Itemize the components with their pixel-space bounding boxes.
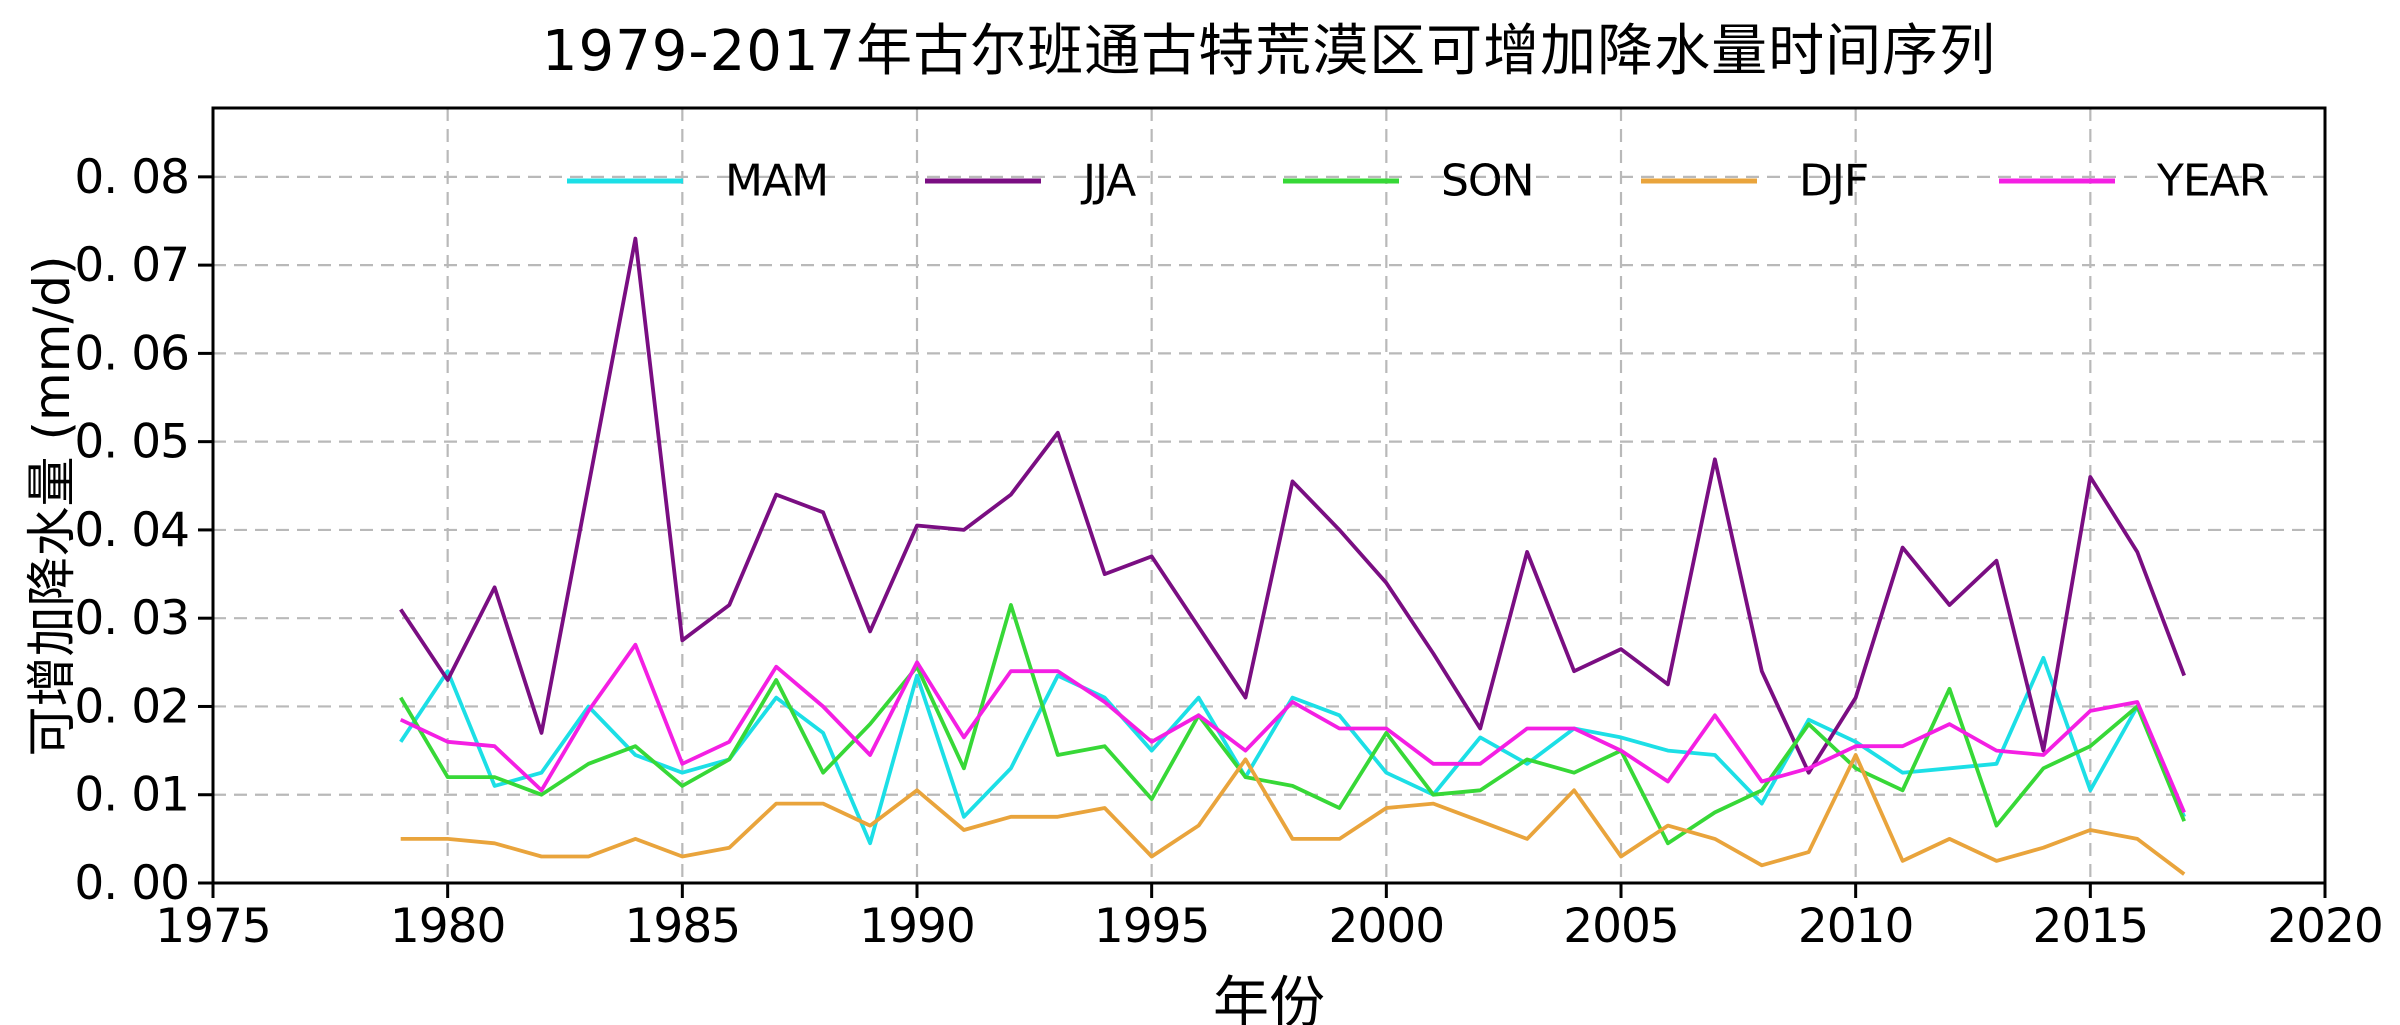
x-tick-label: 1985 bbox=[625, 899, 741, 954]
legend-entry-DJF: DJF bbox=[1641, 155, 1869, 207]
legend-label: DJF bbox=[1799, 155, 1869, 207]
x-tick-label: 2010 bbox=[1798, 899, 1914, 954]
plot-border bbox=[211, 106, 2327, 885]
x-tick-label: 1990 bbox=[859, 899, 975, 954]
y-tick-label: 0. 00 bbox=[74, 856, 189, 911]
y-tick-label: 0. 02 bbox=[74, 679, 189, 734]
y-tick-label: 0. 03 bbox=[74, 591, 189, 646]
y-tick-label: 0. 05 bbox=[74, 415, 189, 470]
x-tick-label: 2000 bbox=[1329, 899, 1445, 954]
series-line-MAM bbox=[399, 656, 2186, 846]
x-tick-label: 1975 bbox=[155, 899, 271, 954]
legend-label: SON bbox=[1441, 155, 1534, 207]
legend-label: YEAR bbox=[2157, 155, 2269, 207]
legend-entry-MAM: MAM bbox=[567, 155, 829, 207]
x-tick-label: 1995 bbox=[1094, 899, 1210, 954]
chart-title: 1979-2017年古尔班通古特荒漠区可增加降水量时间序列 bbox=[541, 19, 1997, 84]
legend-label: MAM bbox=[725, 155, 829, 207]
y-tick-label: 0. 07 bbox=[74, 238, 189, 293]
legend-entry-JJA: JJA bbox=[925, 155, 1136, 207]
x-tick-label: 1980 bbox=[390, 899, 506, 954]
legend-swatch-MAM bbox=[567, 178, 683, 184]
y-tick-label: 0. 06 bbox=[74, 326, 189, 381]
series-line-JJA bbox=[399, 236, 2186, 775]
legend-entry-SON: SON bbox=[1283, 155, 1534, 207]
y-tick-label: 0. 08 bbox=[74, 150, 189, 205]
y-tick-label: 0. 01 bbox=[74, 768, 189, 823]
legend-swatch-JJA bbox=[925, 178, 1041, 184]
legend-entry-YEAR: YEAR bbox=[1999, 155, 2269, 207]
series-line-SON bbox=[399, 603, 2186, 846]
series-line-DJF bbox=[400, 753, 2186, 876]
x-axis-label: 年份 bbox=[1213, 971, 1325, 1025]
x-tick-label: 2005 bbox=[1563, 899, 1679, 954]
legend-swatch-SON bbox=[1283, 178, 1399, 184]
legend-label: JJA bbox=[1083, 155, 1136, 207]
y-tick-label: 0. 04 bbox=[74, 503, 189, 558]
x-tick-label: 2020 bbox=[2267, 899, 2383, 954]
legend-swatch-YEAR bbox=[1999, 178, 2115, 184]
series-line-YEAR bbox=[399, 642, 2186, 814]
legend-swatch-DJF bbox=[1641, 178, 1757, 184]
x-tick-label: 2015 bbox=[2033, 899, 2149, 954]
y-axis-label: 可增加降水量 (mm/d) bbox=[23, 255, 81, 757]
